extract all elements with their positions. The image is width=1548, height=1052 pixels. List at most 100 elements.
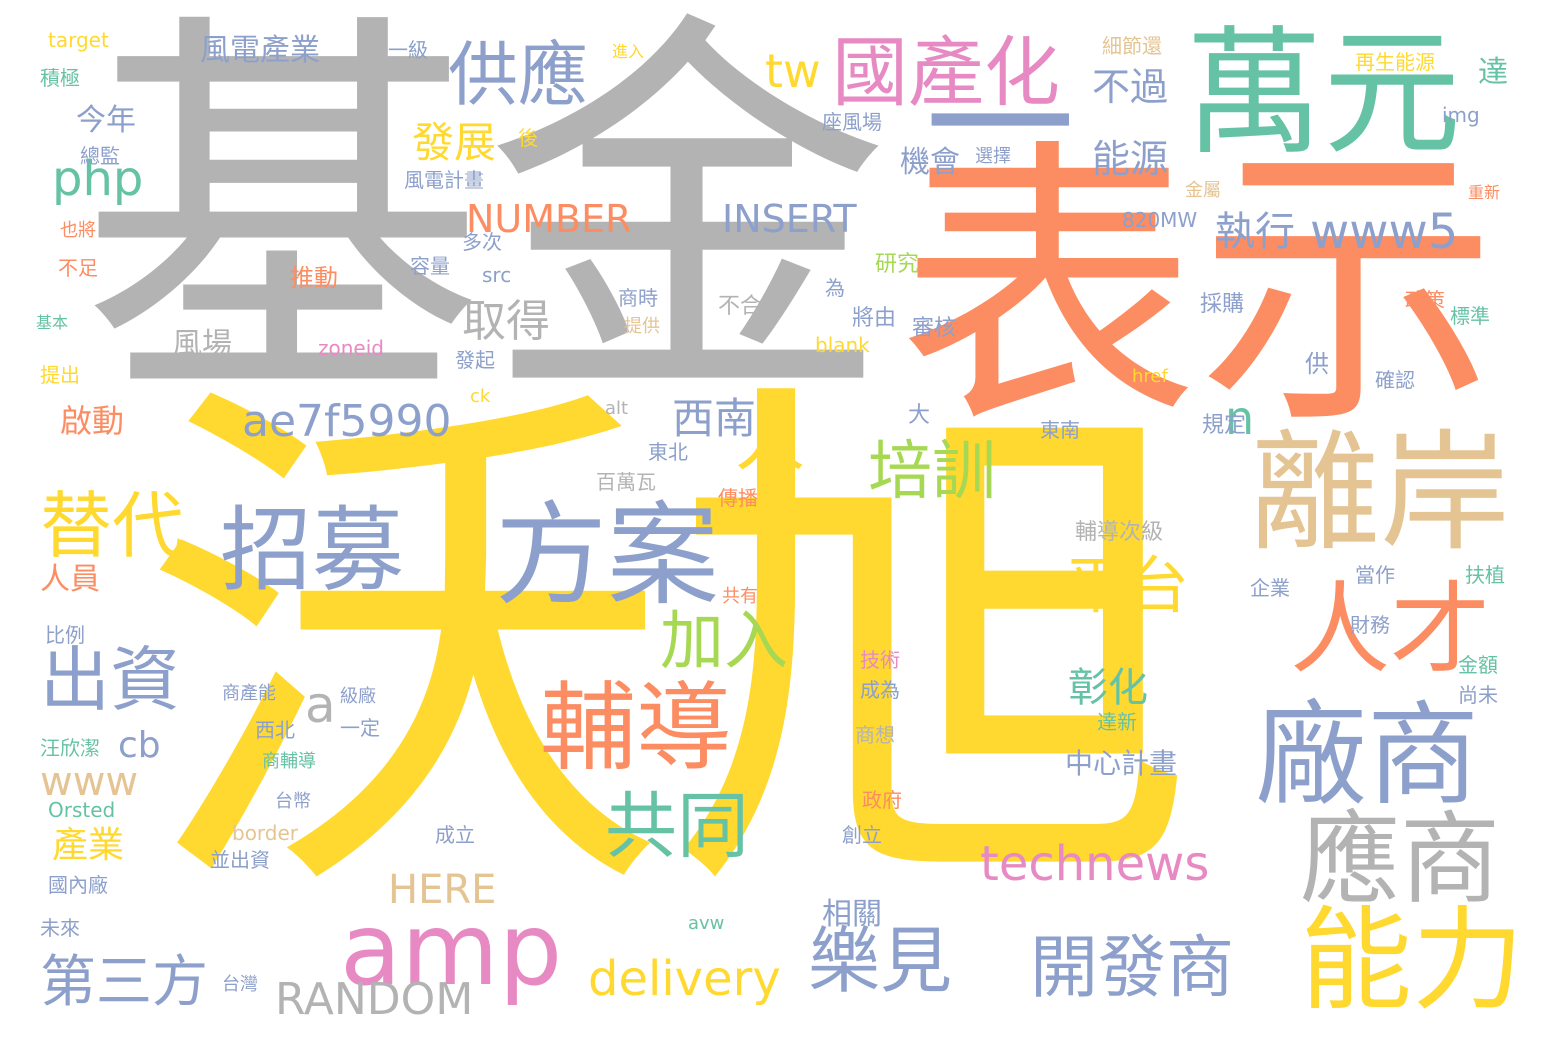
word-jiaru: 加入 [660,605,788,679]
word-fudaocijji: 輔導次級 [1075,520,1164,545]
word-blank: blank [815,333,870,357]
word-duoci: 多次 [462,230,502,254]
word-gong: 供 [1305,350,1329,378]
word-www: www [40,759,139,805]
word-guiding: 規定 [1202,413,1247,438]
word-dangzuo: 當作 [1355,563,1395,587]
word-chuangli: 創立 [842,823,882,847]
word-chengwei: 成為 [860,678,900,702]
word-chanye: 產業 [52,825,125,866]
word-wei: 為 [825,276,845,300]
word-caiwu: 財務 [1350,613,1390,637]
word-ae7f5990: ae7f5990 [242,396,452,447]
word-jiben: 基本 [36,313,69,332]
word-nengyuan: 能源 [1092,137,1169,181]
word-fengchang: 風場 [172,327,232,362]
word-orsted: Orsted [48,798,116,822]
word-faqi: 發起 [455,348,495,372]
word-number: NUMBER [466,197,632,241]
word-img: img [1442,103,1480,127]
word-jiji: 積極 [40,66,80,90]
word-gongtong: 共同 [605,784,750,868]
word-weilai: 未來 [40,916,80,940]
word-ck: ck [470,386,491,407]
word-fengdianchanye: 風電產業 [200,33,320,68]
word-biaozhun: 標準 [1450,304,1490,328]
word-taiwan: 台灣 [222,974,258,995]
word-renyuan: 人員 [40,562,100,597]
word-cb: cb [118,725,161,766]
word-biaoshi: 表示 [898,115,1498,464]
word-yanjiu: 研究 [875,252,920,277]
word-alt: alt [605,398,629,419]
word-nengli: 能力 [1300,896,1524,1026]
word-shenhe: 審核 [912,316,957,341]
word-jishu: 技術 [860,648,900,672]
word-zhongxinjihua: 中心計畫 [1065,747,1178,780]
word-ren: 人 [735,399,805,481]
word-qude: 取得 [462,296,550,347]
word-fangan: 方案 [495,491,719,621]
word-here: HERE [388,867,497,913]
word-jinshu: 金屬 [1185,180,1221,201]
word-shangfudao: 商輔導 [262,751,316,772]
word-gongyou: 共有 [722,586,758,607]
word-zhaomu: 招募 [220,497,405,604]
word-yi: 一 [925,40,1076,214]
word-random: RANDOM [275,974,474,1025]
word-fengdianjihua: 風電計畫 [404,168,484,192]
word-820mw: 820MW [1122,208,1198,232]
word-disanfang: 第三方 [40,950,208,1015]
word-zhengce: 政策 [1405,288,1445,312]
word-tichu: 提出 [40,363,80,387]
word-target: target [48,28,109,52]
word-fuzhi: 扶植 [1465,563,1505,587]
word-src: src [482,263,512,287]
word-php: php [52,151,144,207]
word-xinan: 西南 [672,394,757,443]
word-caigou: 採購 [1200,292,1245,317]
word-chongxin: 重新 [1468,183,1501,202]
word-yiding: 一定 [340,716,380,740]
word-shangwei: 尚未 [1458,683,1498,707]
word-bili: 比例 [45,623,85,647]
word-n: n [1225,391,1255,445]
word-lejian: 樂見 [808,919,953,1003]
word-xiangguan: 相關 [822,897,882,932]
word-jichang: 級廠 [340,686,376,707]
word-a: a [305,676,336,734]
word-rencai: 人才 [1290,571,1490,688]
word-fudao: 輔導 [540,672,732,784]
word-wanyuan: 萬元 [1185,13,1462,174]
word-hou: 後 [518,126,538,150]
word-xibei: 西北 [255,718,295,742]
word-daxin: 達新 [1097,710,1137,734]
word-dongbei: 東北 [648,440,688,464]
word-tw: tw [765,44,821,98]
word-shangshi: 商時 [618,286,658,310]
word-tuidong: 推動 [290,264,338,292]
word-zhanghua: 彰化 [1068,665,1148,711]
word-jihui: 機會 [900,145,960,180]
word-woxu: 沃旭 [140,341,1200,958]
word-chengli: 成立 [435,823,475,847]
word-guoneichang: 國內廠 [48,873,108,897]
word-kaifashang: 開發商 [1030,929,1235,1008]
word-border: border [232,821,299,845]
word-rongliang: 容量 [410,254,450,278]
word-changshang: 廠商 [1255,691,1479,821]
word-jijin: 基金 [80,0,890,453]
word-zongjian: 總監 [80,144,120,168]
word-insert: INSERT [722,197,857,241]
word-gongying: 供應 [448,34,588,116]
word-queren: 確認 [1375,368,1415,392]
word-lian: 離岸 [1250,417,1511,569]
word-xijiehuan: 細節還 [1102,34,1162,58]
word-dongnan: 東南 [1040,418,1080,442]
word-buzu: 不足 [58,256,98,280]
word-buhe: 不合 [718,294,763,319]
word-baiwanwa: 百萬瓦 [596,470,656,494]
word-guochanhua: 國產化 [832,28,1060,117]
word-peixun: 培訓 [868,435,996,509]
